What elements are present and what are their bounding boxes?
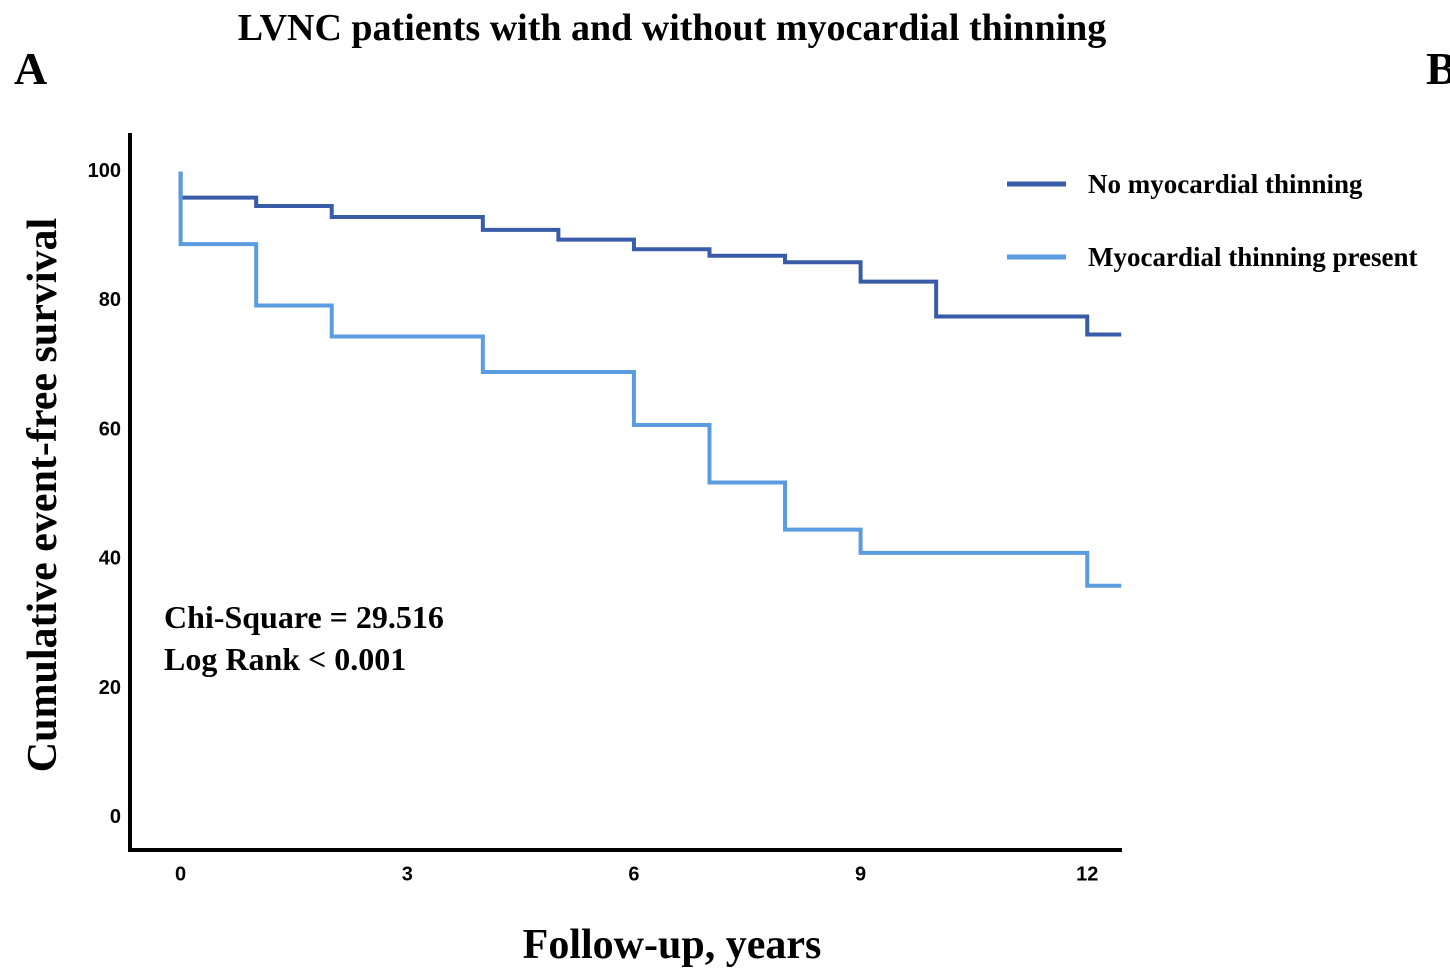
x-tick-label: 12 bbox=[1076, 863, 1098, 885]
legend-label: Myocardial thinning present bbox=[1088, 242, 1418, 272]
panel-label: A bbox=[14, 43, 47, 94]
y-tick-label: 20 bbox=[99, 677, 121, 699]
survival-line bbox=[178, 171, 1122, 337]
x-tick-label: 0 bbox=[175, 863, 186, 885]
x-tick-label: 3 bbox=[402, 863, 413, 885]
y-tick-label: 0 bbox=[110, 806, 121, 828]
panel-label: B bbox=[1426, 43, 1450, 94]
y-tick-label: 40 bbox=[99, 548, 121, 570]
x-tick-label: 6 bbox=[628, 863, 639, 885]
survival-line bbox=[178, 171, 1122, 588]
annotation: Chi-Square = 29.516 bbox=[164, 599, 444, 635]
y-tick-label: 100 bbox=[88, 160, 121, 182]
legend-label: No myocardial thinning bbox=[1088, 169, 1363, 199]
y-tick-label: 60 bbox=[99, 418, 121, 440]
x-tick-label: 9 bbox=[855, 863, 866, 885]
y-axis-label: Cumulative event-free survival bbox=[20, 218, 66, 772]
x-axis-label: Follow-up, years bbox=[523, 922, 822, 968]
chart-title: LVNC patients with and without myocardia… bbox=[238, 7, 1107, 49]
y-tick-label: 80 bbox=[99, 289, 121, 311]
annotation: Log Rank < 0.001 bbox=[164, 641, 406, 677]
